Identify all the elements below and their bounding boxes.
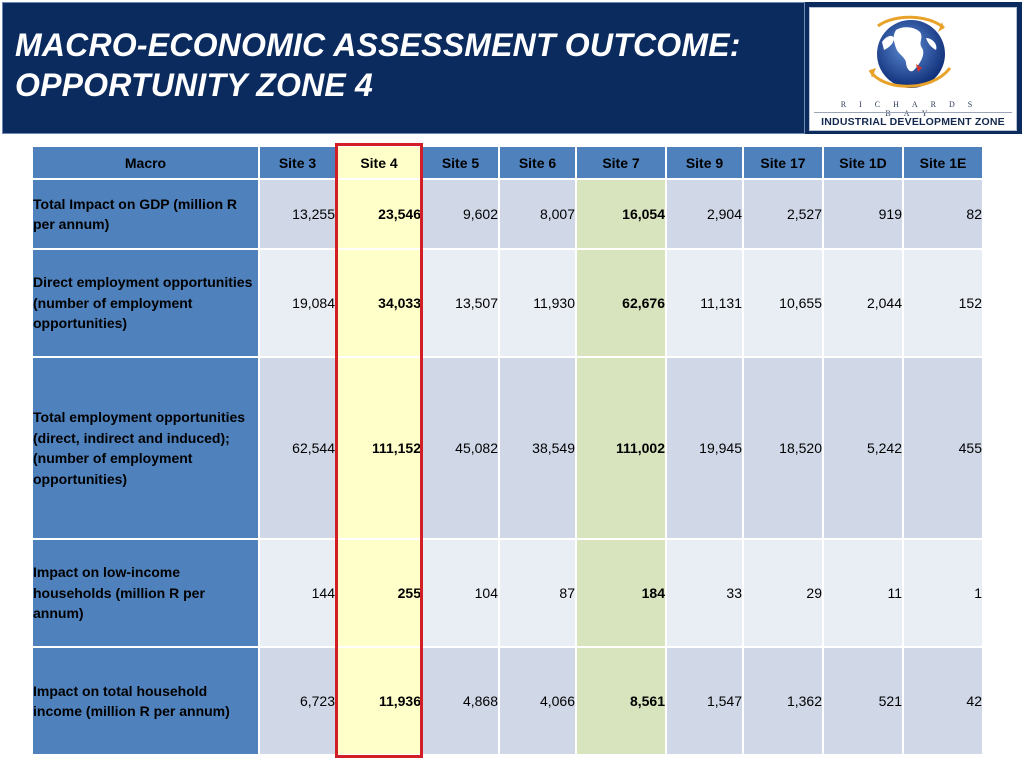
row-label: Impact on low-income households (million… [33, 540, 258, 646]
table-row: Total Impact on GDP (million R per annum… [33, 180, 982, 248]
cell-site-7: 111,002 [577, 358, 665, 538]
cell-site-3: 144 [260, 540, 335, 646]
globe-icon [868, 15, 952, 88]
assessment-table: Macro Site 3 Site 4 Site 5 Site 6 Site 7… [31, 145, 984, 756]
cell-site-3: 6,723 [260, 648, 335, 754]
col-header-site-9: Site 9 [667, 147, 742, 178]
cell-site-1d: 2,044 [824, 250, 902, 356]
cell-site-6: 87 [500, 540, 575, 646]
cell-site-6: 38,549 [500, 358, 575, 538]
cell-site-17: 1,362 [744, 648, 822, 754]
cell-site-9: 33 [667, 540, 742, 646]
col-header-site-3: Site 3 [260, 147, 335, 178]
logo-text-richards-bay: RICHARDS BAY [840, 100, 986, 118]
col-header-site-5: Site 5 [423, 147, 498, 178]
cell-site-7: 8,561 [577, 648, 665, 754]
row-label: Total Impact on GDP (million R per annum… [33, 180, 258, 248]
col-header-site-7: Site 7 [577, 147, 665, 178]
col-header-macro: Macro [33, 147, 258, 178]
cell-site-3: 62,544 [260, 358, 335, 538]
cell-site-1e: 42 [904, 648, 982, 754]
cell-site-3: 19,084 [260, 250, 335, 356]
row-label: Total employment opportunities (direct, … [33, 358, 258, 538]
col-header-site-4: Site 4 [337, 147, 421, 178]
cell-site-9: 19,945 [667, 358, 742, 538]
cell-site-5: 45,082 [423, 358, 498, 538]
slide-title-line2: OPPORTUNITY ZONE 4 [15, 67, 374, 103]
cell-site-1d: 11 [824, 540, 902, 646]
col-header-site-1d: Site 1D [824, 147, 902, 178]
table-header-row: Macro Site 3 Site 4 Site 5 Site 6 Site 7… [33, 147, 982, 178]
col-header-site-6: Site 6 [500, 147, 575, 178]
cell-site-6: 8,007 [500, 180, 575, 248]
cell-site-4: 255 [337, 540, 421, 646]
table-row: Impact on total household income (millio… [33, 648, 982, 754]
cell-site-6: 4,066 [500, 648, 575, 754]
cell-site-3: 13,255 [260, 180, 335, 248]
cell-site-17: 10,655 [744, 250, 822, 356]
slide-title-line1: MACRO-ECONOMIC ASSESSMENT OUTCOME: [15, 27, 741, 63]
col-header-site-1e: Site 1E [904, 147, 982, 178]
logo-divider [814, 112, 1012, 113]
cell-site-1e: 1 [904, 540, 982, 646]
cell-site-17: 2,527 [744, 180, 822, 248]
slide-header: MACRO-ECONOMIC ASSESSMENT OUTCOME: OPPOR… [0, 0, 1024, 136]
cell-site-17: 18,520 [744, 358, 822, 538]
cell-site-5: 9,602 [423, 180, 498, 248]
table-row: Impact on low-income households (million… [33, 540, 982, 646]
cell-site-7: 62,676 [577, 250, 665, 356]
cell-site-1e: 82 [904, 180, 982, 248]
table-row: Total employment opportunities (direct, … [33, 358, 982, 538]
cell-site-5: 13,507 [423, 250, 498, 356]
cell-site-5: 4,868 [423, 648, 498, 754]
cell-site-9: 11,131 [667, 250, 742, 356]
row-label: Impact on total household income (millio… [33, 648, 258, 754]
title-band: MACRO-ECONOMIC ASSESSMENT OUTCOME: OPPOR… [2, 2, 805, 134]
row-label: Direct employment opportunities (number … [33, 250, 258, 356]
cell-site-7: 184 [577, 540, 665, 646]
cell-site-4: 23,546 [337, 180, 421, 248]
col-header-site-17: Site 17 [744, 147, 822, 178]
cell-site-9: 1,547 [667, 648, 742, 754]
cell-site-1e: 455 [904, 358, 982, 538]
logo-text-idz: INDUSTRIAL DEVELOPMENT ZONE [821, 116, 1005, 128]
cell-site-4: 34,033 [337, 250, 421, 356]
cell-site-4: 111,152 [337, 358, 421, 538]
cell-site-1d: 919 [824, 180, 902, 248]
cell-site-1d: 5,242 [824, 358, 902, 538]
cell-site-1d: 521 [824, 648, 902, 754]
cell-site-5: 104 [423, 540, 498, 646]
cell-site-7: 16,054 [577, 180, 665, 248]
cell-site-6: 11,930 [500, 250, 575, 356]
table-row: Direct employment opportunities (number … [33, 250, 982, 356]
cell-site-17: 29 [744, 540, 822, 646]
rbidz-logo: RICHARDS BAY INDUSTRIAL DEVELOPMENT ZONE [809, 7, 1017, 131]
cell-site-4: 11,936 [337, 648, 421, 754]
slide-title: MACRO-ECONOMIC ASSESSMENT OUTCOME: OPPOR… [15, 25, 741, 105]
logo-panel: RICHARDS BAY INDUSTRIAL DEVELOPMENT ZONE [805, 2, 1022, 134]
cell-site-9: 2,904 [667, 180, 742, 248]
cell-site-1e: 152 [904, 250, 982, 356]
